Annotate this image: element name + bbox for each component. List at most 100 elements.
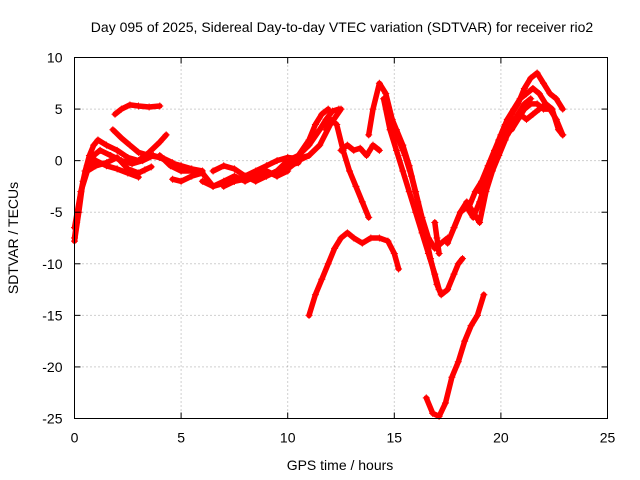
data-point: [435, 249, 443, 257]
data-point: [126, 141, 134, 149]
data-point: [375, 234, 383, 242]
data-point: [333, 121, 341, 129]
data-point: [169, 175, 177, 183]
data-point: [343, 229, 351, 237]
data-point: [262, 172, 270, 180]
data-point: [337, 234, 345, 242]
data-point: [459, 255, 467, 263]
data-point: [128, 160, 136, 168]
data-series: [305, 229, 403, 319]
y-tick-label: -25: [42, 411, 62, 427]
data-point: [369, 105, 377, 113]
data-point: [552, 115, 560, 123]
data-series: [322, 115, 373, 221]
data-point: [363, 151, 371, 159]
axis-ticks: [74, 57, 608, 419]
data-point: [382, 90, 390, 98]
data-point: [156, 151, 164, 159]
data-point: [350, 234, 358, 242]
data-point: [467, 322, 475, 330]
data-point: [559, 105, 567, 113]
data-point: [422, 394, 430, 402]
data-point: [113, 165, 121, 173]
series-line: [380, 96, 442, 293]
data-point: [337, 146, 345, 154]
data-point: [220, 182, 228, 190]
data-point: [77, 188, 85, 196]
data-point: [145, 103, 153, 111]
data-point: [533, 100, 541, 108]
x-tick-label: 15: [387, 430, 403, 446]
data-point: [113, 146, 121, 154]
data-point: [529, 110, 537, 118]
data-point: [177, 167, 185, 175]
data-point: [546, 105, 554, 113]
data-point: [90, 141, 98, 149]
data-point: [331, 244, 339, 252]
data-point: [444, 239, 452, 247]
data-point: [454, 260, 462, 268]
series-line: [284, 106, 331, 169]
data-point: [311, 121, 319, 129]
data-point: [448, 373, 456, 381]
data-point: [444, 286, 452, 294]
data-point: [508, 126, 516, 134]
data-point: [469, 208, 477, 216]
data-point: [328, 107, 336, 115]
data-point: [322, 126, 330, 134]
data-point: [318, 110, 326, 118]
data-point: [145, 151, 153, 159]
data-point: [405, 162, 413, 170]
data-point: [369, 141, 377, 149]
data-point: [405, 188, 413, 196]
data-point: [324, 260, 332, 268]
data-point: [273, 167, 281, 175]
data-point: [559, 131, 567, 139]
data-point: [346, 167, 354, 175]
y-tick-label: -5: [50, 204, 63, 220]
series-line: [476, 70, 566, 195]
y-tick-label: -15: [42, 307, 62, 323]
x-tick-label: 0: [71, 430, 79, 446]
series-line: [71, 154, 155, 231]
x-tick-label: 25: [600, 430, 616, 446]
data-point: [431, 219, 439, 227]
data-point: [220, 162, 228, 170]
data-point: [503, 131, 511, 139]
data-point: [117, 105, 125, 113]
series-line: [323, 116, 372, 221]
data-point: [540, 105, 548, 113]
data-point: [482, 188, 490, 196]
data-series: [94, 131, 170, 165]
series-line: [82, 157, 142, 180]
data-point: [358, 239, 366, 247]
data-point: [535, 90, 543, 98]
x-axis-title: GPS time / hours: [287, 457, 394, 473]
data-point: [375, 146, 383, 154]
data-point: [305, 136, 313, 144]
data-point: [316, 141, 324, 149]
data-point: [365, 131, 373, 139]
y-tick-label: 0: [55, 153, 63, 169]
data-point: [209, 167, 217, 175]
data-point: [318, 275, 326, 283]
data-point: [527, 100, 535, 108]
series-line: [95, 132, 169, 164]
data-point: [94, 136, 102, 144]
data-point: [520, 105, 528, 113]
data-point: [390, 249, 398, 257]
data-point: [450, 270, 458, 278]
y-tick-label: 10: [47, 50, 63, 66]
data-point: [109, 126, 117, 134]
data-point: [147, 163, 155, 171]
data-point: [141, 166, 149, 174]
data-point: [252, 172, 260, 180]
data-point: [399, 141, 407, 149]
data-point: [230, 177, 238, 185]
data-point: [156, 102, 164, 110]
data-point: [441, 399, 449, 407]
data-point: [358, 198, 366, 206]
data-point: [177, 177, 185, 185]
data-point: [367, 234, 375, 242]
data-point: [461, 337, 469, 345]
